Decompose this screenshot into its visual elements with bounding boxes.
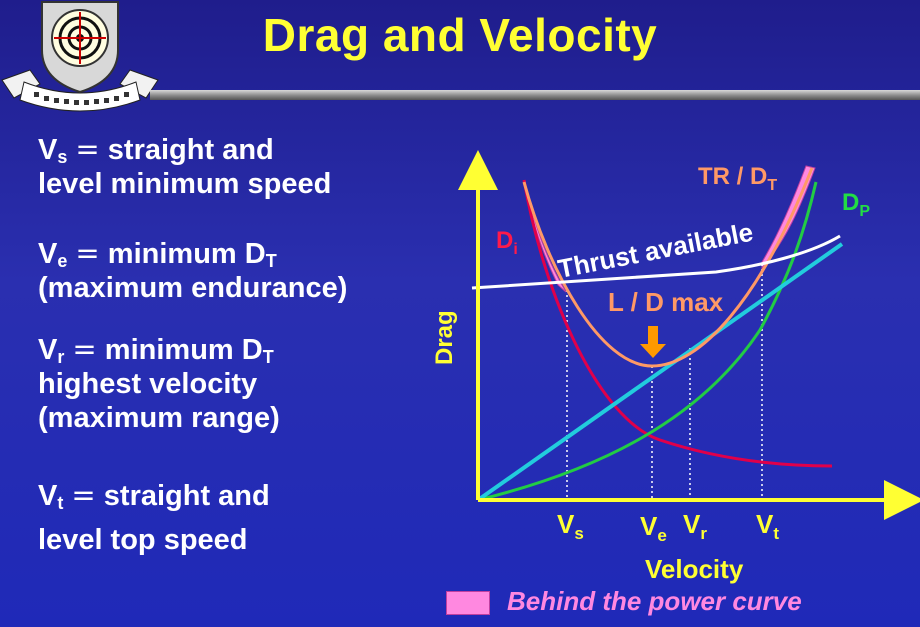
equals-sign: =	[71, 478, 96, 512]
parasite-drag-label: DP	[842, 189, 870, 220]
definition-vt: Vt = straight and level top speed	[38, 478, 270, 557]
vt-text: straight and	[103, 480, 270, 512]
title-divider	[150, 90, 920, 100]
x-axis-label: Velocity	[645, 554, 744, 584]
equals-sign: =	[75, 236, 100, 270]
ve-text: minimum D	[107, 238, 266, 270]
vs-subscript: s	[57, 147, 68, 167]
vr-line3: (maximum range)	[38, 402, 280, 434]
vt-subscript: t	[57, 493, 64, 513]
total-drag-label: TR / DT	[698, 163, 777, 194]
total-drag-curve	[522, 167, 814, 368]
school-emblem-logo	[1, 1, 159, 112]
definition-ve: Ve = minimum DT (maximum endurance)	[38, 236, 347, 305]
ld-max-tangent-line	[476, 242, 844, 502]
ld-max-label: L / D max	[608, 287, 724, 317]
page-title: Drag and Velocity	[262, 9, 658, 61]
vr-text-subscript: T	[262, 347, 274, 367]
vt-line2: level top speed	[38, 524, 248, 556]
legend-swatch	[446, 591, 490, 615]
vr-line2: highest velocity	[38, 368, 258, 400]
tick-ve: Ve	[640, 511, 667, 545]
vr-symbol: V	[38, 334, 58, 366]
legend-label: Behind the power curve	[507, 586, 802, 616]
ld-max-arrow-icon	[640, 326, 666, 358]
definition-vs: Vs = straight and level minimum speed	[38, 132, 331, 201]
tick-vr: Vr	[683, 509, 707, 543]
tick-vs: Vs	[557, 509, 584, 543]
definition-vr: Vr = minimum DT highest velocity (maximu…	[38, 332, 280, 435]
vs-text: straight and	[107, 134, 274, 166]
equals-sign: =	[72, 332, 97, 366]
vs-line2: level minimum speed	[38, 168, 332, 200]
vs-symbol: V	[38, 134, 58, 166]
ve-subscript: e	[57, 251, 68, 271]
induced-drag-label: Di	[496, 227, 518, 258]
thrust-available-label: Thrust available	[555, 217, 755, 284]
ve-symbol: V	[38, 238, 58, 270]
thrust-available-curve	[471, 234, 841, 290]
ve-text-subscript: T	[265, 251, 277, 271]
parasite-drag-curve	[477, 181, 818, 502]
induced-drag-curve	[522, 179, 833, 468]
tick-vt: Vt	[756, 509, 779, 543]
vt-symbol: V	[38, 480, 58, 512]
ve-line2: (maximum endurance)	[38, 272, 348, 304]
vr-text: minimum D	[104, 334, 263, 366]
vr-subscript: r	[57, 347, 65, 367]
equals-sign: =	[75, 132, 100, 166]
y-axis-label: Drag	[431, 310, 458, 365]
